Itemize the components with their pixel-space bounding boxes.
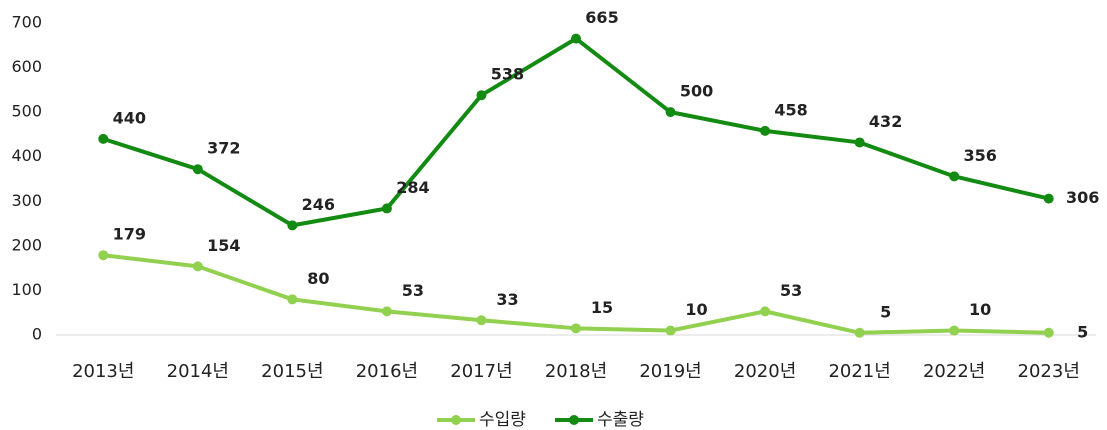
data-label: 10 (685, 300, 707, 319)
point (949, 171, 960, 182)
y-tick-label: 400 (11, 146, 42, 165)
series-line (102, 36, 1050, 228)
point (287, 294, 298, 305)
data-label: 246 (302, 195, 335, 214)
x-tick-label: 2018년 (545, 361, 607, 382)
y-tick-label: 0 (32, 325, 42, 344)
data-label: 432 (869, 112, 902, 131)
point (192, 261, 203, 272)
x-tick-label: 2016년 (356, 361, 418, 382)
legend-marker (451, 415, 461, 425)
x-tick-label: 2020년 (734, 361, 796, 382)
point (760, 125, 771, 136)
data-label: 5 (880, 302, 891, 321)
data-label: 15 (591, 298, 613, 317)
legend-label: 수입량 (479, 410, 526, 430)
y-tick-label: 300 (11, 191, 42, 210)
data-label: 372 (207, 139, 240, 158)
x-tick-label: 2013년 (72, 361, 134, 382)
x-tick-label: 2022년 (923, 361, 985, 382)
point (665, 107, 676, 118)
data-label: 500 (680, 82, 713, 101)
data-label: 356 (963, 146, 996, 165)
point (571, 33, 581, 44)
x-tick-label: 2017년 (450, 361, 512, 382)
point (1043, 327, 1054, 338)
data-label: 5 (1077, 322, 1088, 341)
x-tick-label: 2023년 (1018, 361, 1080, 382)
point (760, 306, 771, 317)
point (476, 90, 487, 101)
point (381, 203, 392, 214)
data-label: 10 (969, 300, 991, 319)
point (98, 133, 109, 144)
point (476, 315, 487, 326)
x-tick-label: 2019년 (639, 361, 701, 382)
y-tick-label: 200 (11, 235, 42, 254)
x-tick-label: 2014년 (167, 361, 229, 382)
data-label: 80 (307, 269, 329, 288)
y-tick-label: 600 (11, 57, 42, 76)
legend-label: 수출량 (597, 410, 644, 430)
legend-marker (569, 415, 579, 425)
point (192, 164, 203, 175)
data-label: 538 (491, 65, 524, 84)
point (854, 327, 865, 338)
series-line (103, 253, 1049, 335)
point (571, 323, 581, 334)
data-label: 154 (207, 236, 240, 255)
point (854, 137, 865, 148)
x-tick-label: 2015년 (261, 361, 323, 382)
x-tick-label: 2021년 (828, 361, 890, 382)
point (287, 220, 298, 231)
y-tick-label: 700 (11, 13, 42, 32)
data-label: 458 (774, 100, 807, 119)
point (381, 306, 392, 317)
point (949, 325, 960, 336)
y-tick-label: 500 (11, 102, 42, 121)
data-label: 53 (402, 281, 424, 300)
data-label: 284 (396, 178, 429, 197)
data-label: 53 (780, 281, 802, 300)
point (665, 325, 676, 336)
data-label: 306 (1066, 188, 1099, 207)
data-label: 179 (113, 225, 146, 244)
data-label: 33 (496, 290, 518, 309)
data-label: 665 (585, 8, 618, 27)
data-label: 440 (113, 108, 146, 127)
point (1043, 193, 1054, 204)
y-tick-label: 100 (11, 280, 42, 299)
point (98, 250, 109, 261)
